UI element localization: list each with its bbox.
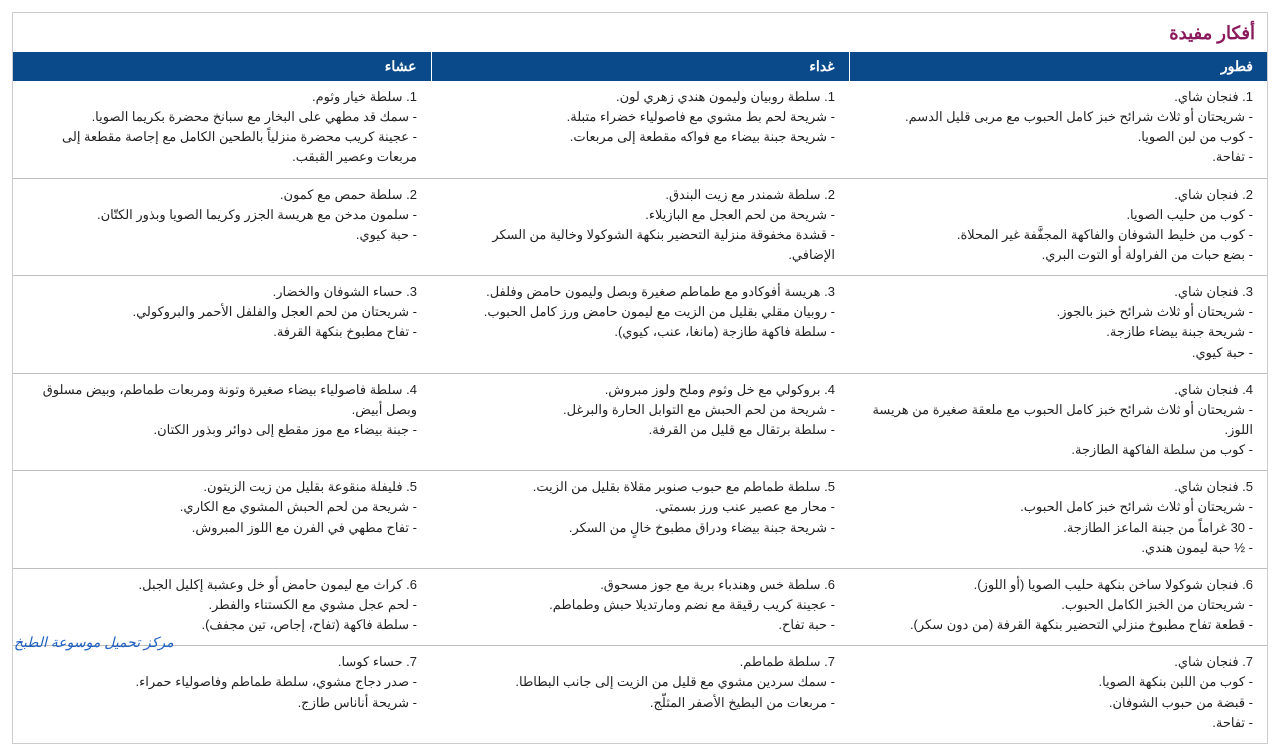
cell-lunch: 3. هريسة أفوكادو مع طماطم صغيرة وبصل ولي… <box>431 276 849 374</box>
cell-breakfast: 4. فنجان شاي.- شريحتان أو ثلاث شرائح خبز… <box>849 373 1267 471</box>
cell-dinner: 5. فليفلة منقوعة بقليل من زيت الزيتون.- … <box>13 471 431 569</box>
table-row: 1. فنجان شاي.- شريحتان أو ثلاث شرائح خبز… <box>13 81 1267 178</box>
cell-lunch: 5. سلطة طماطم مع حبوب صنوبر مقلاة بقليل … <box>431 471 849 569</box>
table-row: 6. فنجان شوكولا ساخن بنكهة حليب الصويا (… <box>13 568 1267 645</box>
cell-breakfast: 5. فنجان شاي.- شريحتان أو ثلاث شرائح خبز… <box>849 471 1267 569</box>
cell-breakfast: 2. فنجان شاي.- كوب من حليب الصويا.- كوب … <box>849 178 1267 276</box>
cell-breakfast: 6. فنجان شوكولا ساخن بنكهة حليب الصويا (… <box>849 568 1267 645</box>
page-title: أفكار مفيدة <box>13 13 1267 52</box>
watermark: مركز تحميل موسوعة الطبخ <box>14 634 174 651</box>
col-dinner: عشاء <box>13 52 431 81</box>
table-row: 3. فنجان شاي.- شريحتان أو ثلاث شرائح خبز… <box>13 276 1267 374</box>
cell-breakfast: 3. فنجان شاي.- شريحتان أو ثلاث شرائح خبز… <box>849 276 1267 374</box>
cell-lunch: 4. بروكولي مع خل وثوم وملح ولوز مبروش.- … <box>431 373 849 471</box>
table-row: 5. فنجان شاي.- شريحتان أو ثلاث شرائح خبز… <box>13 471 1267 569</box>
cell-breakfast: 7. فنجان شاي.- كوب من اللبن بنكهة الصويا… <box>849 646 1267 743</box>
cell-lunch: 6. سلطة خس وهندباء برية مع جوز مسحوق.- ع… <box>431 568 849 645</box>
cell-dinner: 4. سلطة فاصولياء بيضاء صغيرة وتونة ومربع… <box>13 373 431 471</box>
cell-dinner: 7. حساء كوسا.- صدر دجاج مشوي، سلطة طماطم… <box>13 646 431 743</box>
cell-dinner: 2. سلطة حمص مع كمون.- سلمون مدخن مع هريس… <box>13 178 431 276</box>
meal-plan-container: أفكار مفيدة فطور غداء عشاء 1. فنجان شاي.… <box>12 12 1268 744</box>
cell-lunch: 7. سلطة طماطم.- سمك سردين مشوي مع قليل م… <box>431 646 849 743</box>
cell-lunch: 2. سلطة شمندر مع زيت البندق.- شريحة من ل… <box>431 178 849 276</box>
col-breakfast: فطور <box>849 52 1267 81</box>
table-row: 2. فنجان شاي.- كوب من حليب الصويا.- كوب … <box>13 178 1267 276</box>
cell-dinner: 3. حساء الشوفان والخضار.- شريحتان من لحم… <box>13 276 431 374</box>
col-lunch: غداء <box>431 52 849 81</box>
table-row: 7. فنجان شاي.- كوب من اللبن بنكهة الصويا… <box>13 646 1267 743</box>
cell-breakfast: 1. فنجان شاي.- شريحتان أو ثلاث شرائح خبز… <box>849 81 1267 178</box>
table-row: 4. فنجان شاي.- شريحتان أو ثلاث شرائح خبز… <box>13 373 1267 471</box>
cell-lunch: 1. سلطة روبيان وليمون هندي زهري لون.- شر… <box>431 81 849 178</box>
meal-plan-table: فطور غداء عشاء 1. فنجان شاي.- شريحتان أو… <box>13 52 1267 743</box>
cell-dinner: 1. سلطة خيار وثوم.- سمك قد مطهي على البخ… <box>13 81 431 178</box>
